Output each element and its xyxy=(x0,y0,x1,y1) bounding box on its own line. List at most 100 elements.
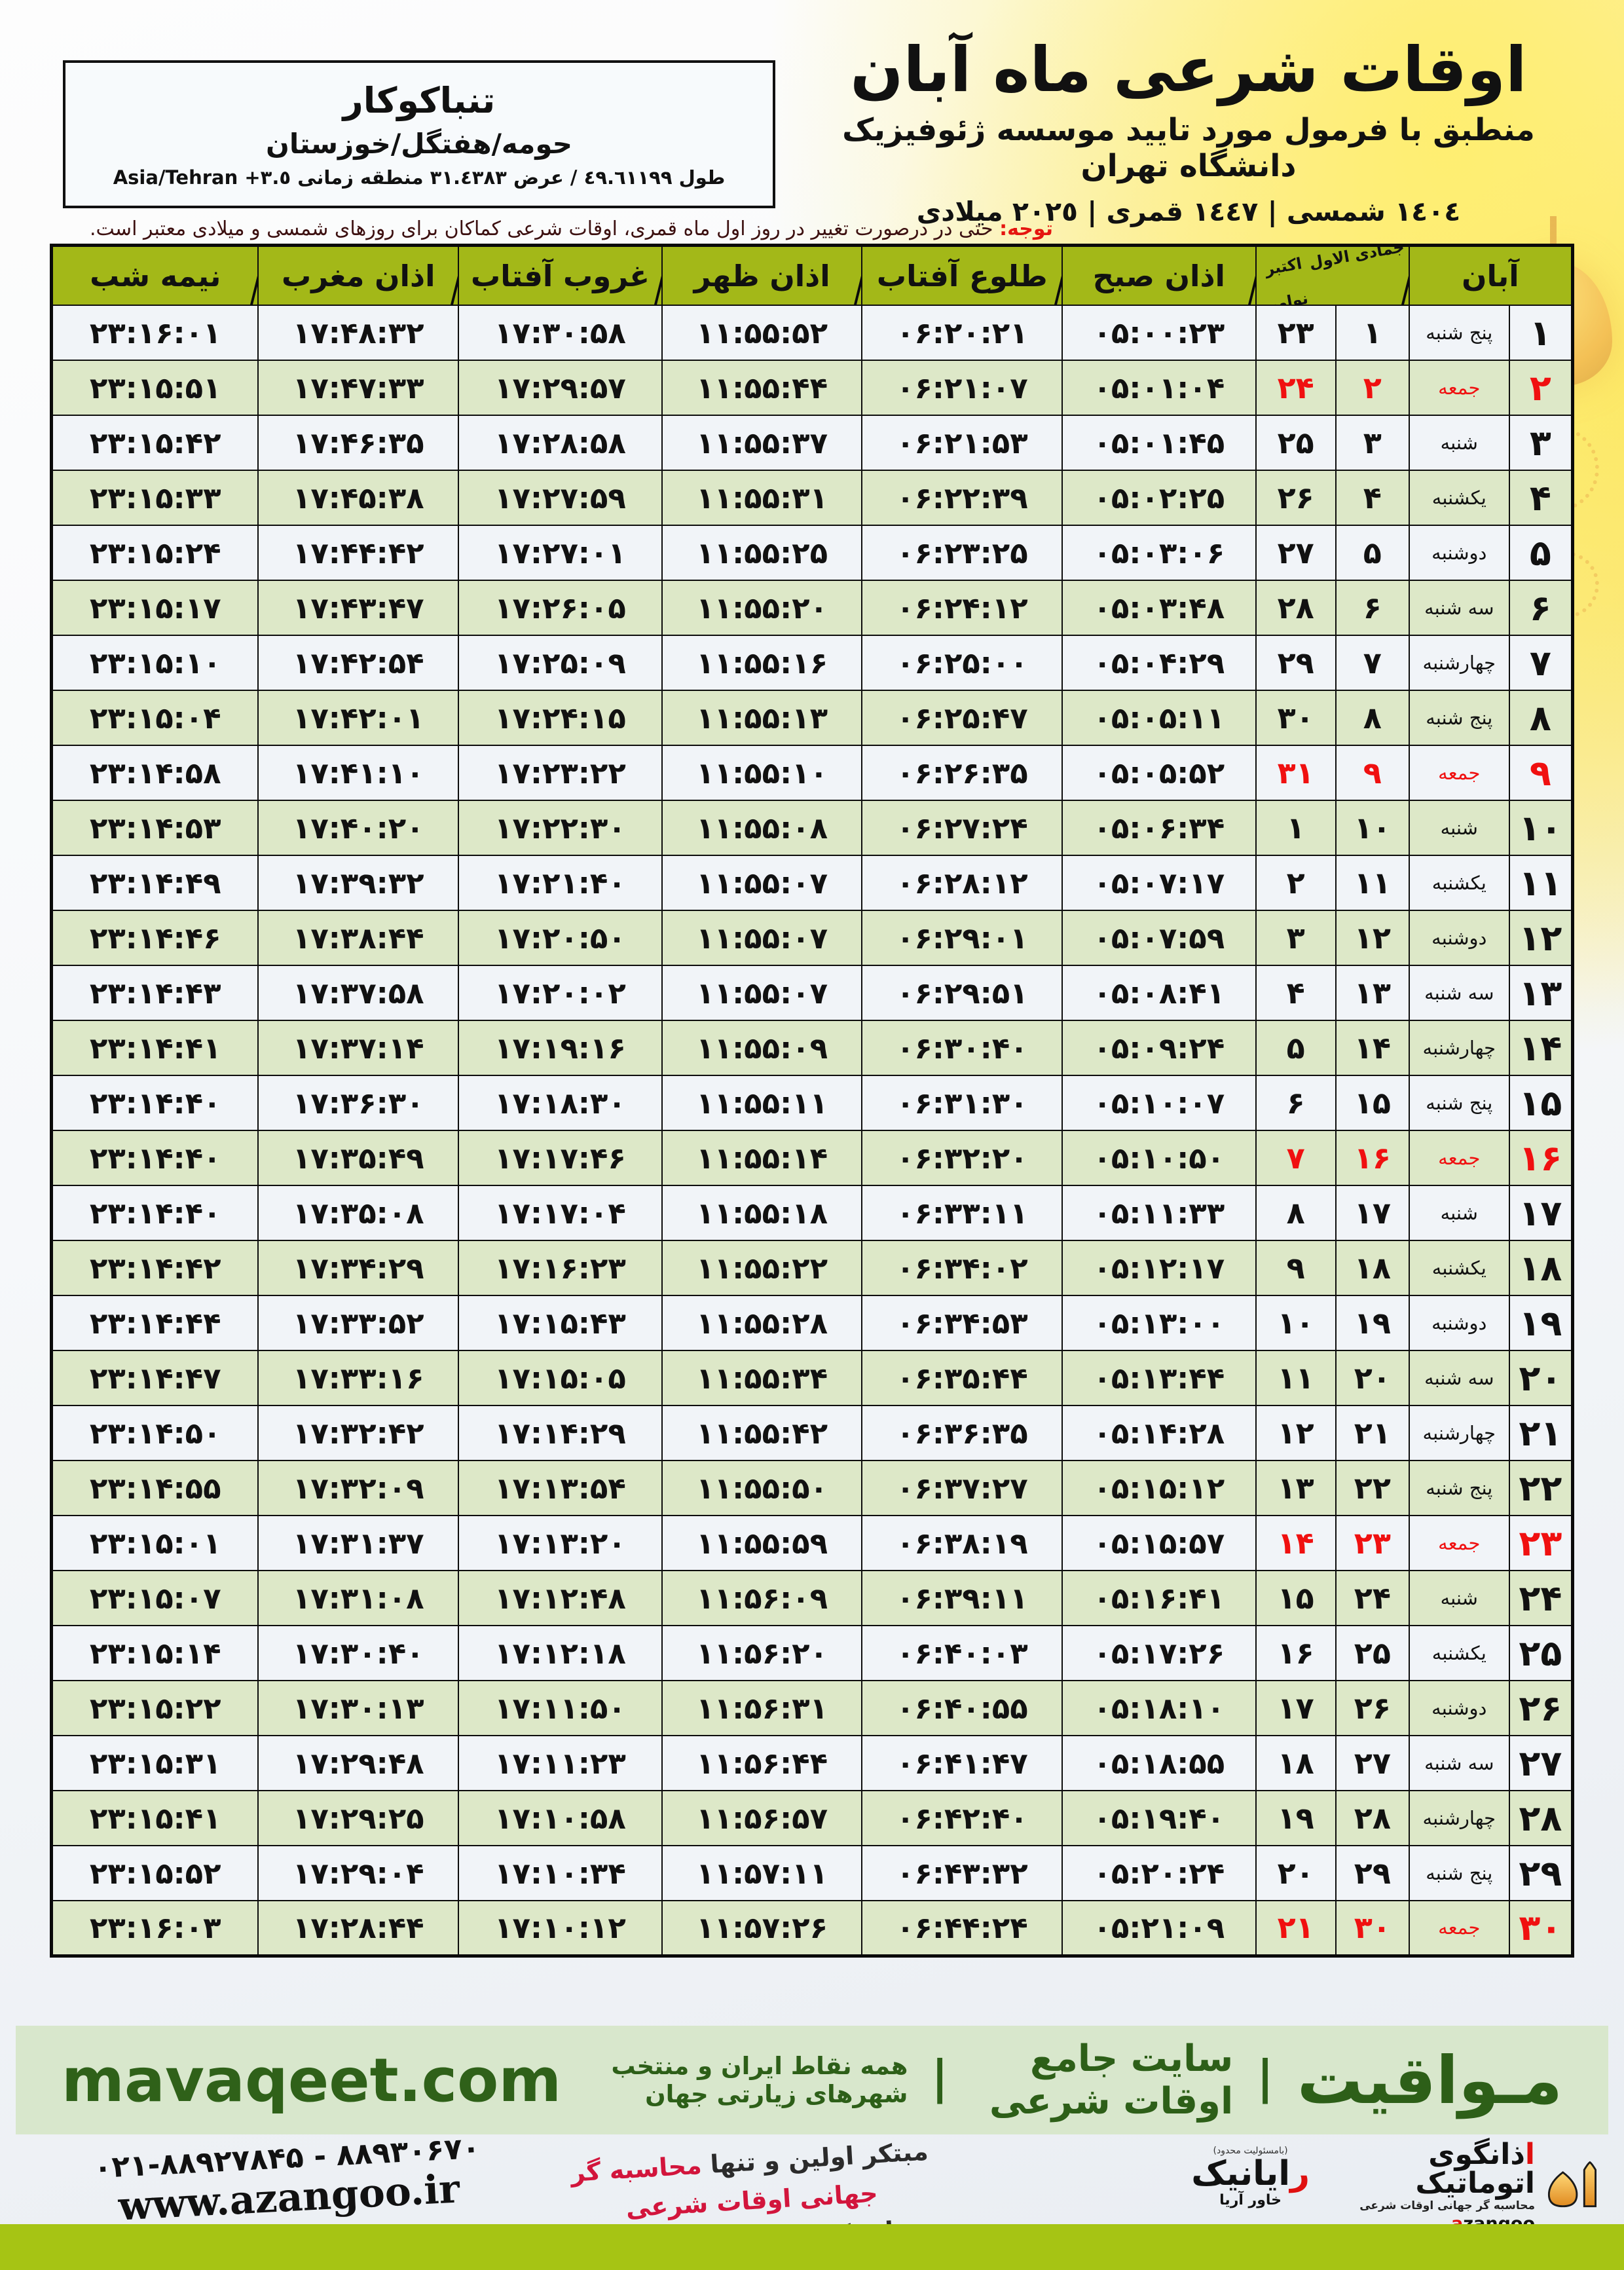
rayanik-name: رایانیک xyxy=(1191,2156,1310,2192)
weekday-cell: جمعه xyxy=(1408,1900,1510,1956)
azangoo-logo: اذانگوی اتوماتیک محاسبه گر جهانی اوقات ش… xyxy=(1329,2140,1604,2234)
sunrise-time-cell: ۰۶:۳۱:۳۰ xyxy=(861,1075,1063,1131)
gregorian-day-cell: ۲۹ xyxy=(1255,635,1337,691)
midnight-time-cell: ۲۳:۱۶:۰۱ xyxy=(50,305,259,361)
jumada-day-cell: ۱۸ xyxy=(1335,1240,1410,1296)
mavaqeet-site-label: سایت جامع اوقات شرعی xyxy=(989,2037,1234,2123)
aban-day-cell: ۲۵ xyxy=(1508,1625,1574,1681)
weekday-cell: جمعه xyxy=(1408,745,1510,801)
sunset-time-cell: ۱۷:۱۰:۵۸ xyxy=(458,1790,663,1846)
azangoo-name-fa: اذانگوی اتوماتیک xyxy=(1329,2138,1536,2198)
header-sunrise: طلوع آفتاب xyxy=(861,244,1063,306)
gregorian-day-cell: ۱۳ xyxy=(1255,1460,1337,1516)
table-row: ۱۷ شنبه ۱۷ ۸ ۰۵:۱۱:۳۳ ۰۶:۳۳:۱۱ ۱۱:۵۵:۱۸ … xyxy=(50,1185,1574,1241)
gregorian-day-cell: ۷ xyxy=(1255,1130,1337,1186)
gregorian-day-cell: ۲۷ xyxy=(1255,525,1337,581)
dhuhr-time-cell: ۱۱:۵۵:۱۰ xyxy=(661,745,863,801)
gregorian-day-cell: ۴ xyxy=(1255,965,1337,1021)
weekday-cell: پنج شنبه xyxy=(1408,690,1510,746)
sunset-time-cell: ۱۷:۱۰:۳۴ xyxy=(458,1845,663,1901)
coords-text: طول ٤٩.٦١١٩٩ / عرض ٣١.٤٣٨٣ منطقه زمانی xyxy=(297,166,726,189)
sunrise-time-cell: ۰۶:۲۵:۰۰ xyxy=(861,635,1063,691)
rayanik-note: (بامسئولیت محدود) xyxy=(1213,2146,1288,2156)
jumada-day-cell: ۱۲ xyxy=(1335,910,1410,966)
midnight-time-cell: ۲۳:۱۴:۴۰ xyxy=(50,1185,259,1241)
maghrib-time-cell: ۱۷:۴۳:۴۷ xyxy=(257,580,460,636)
midnight-time-cell: ۲۳:۱۵:۴۱ xyxy=(50,1790,259,1846)
prayer-times-table: آبان جمادی الاول اکتبر نوامبر اذان صبح ط… xyxy=(50,244,1574,1958)
fajr-time-cell: ۰۵:۰۱:۰۴ xyxy=(1061,360,1257,416)
mavaqeet-strip: مـواقیت | سایت جامع اوقات شرعی | همه نقا… xyxy=(16,2026,1608,2134)
weekday-cell: سه شنبه xyxy=(1408,580,1510,636)
rayanik-logo: (بامسئولیت محدود) رایانیک خاور آریا xyxy=(1191,2146,1310,2208)
sunrise-time-cell: ۰۶:۳۹:۱۱ xyxy=(861,1570,1063,1626)
strip-separator-1: | xyxy=(1257,2051,1274,2104)
weekday-cell: سه شنبه xyxy=(1408,1350,1510,1406)
weekday-cell: سه شنبه xyxy=(1408,965,1510,1021)
sunset-time-cell: ۱۷:۱۰:۱۲ xyxy=(458,1900,663,1956)
maghrib-time-cell: ۱۷:۴۵:۳۸ xyxy=(257,470,460,526)
jumada-day-cell: ۲۹ xyxy=(1335,1845,1410,1901)
maghrib-time-cell: ۱۷:۳۶:۳۰ xyxy=(257,1075,460,1131)
maghrib-time-cell: ۱۷:۳۱:۰۸ xyxy=(257,1570,460,1626)
azangoo-fa-initial: ا xyxy=(1524,2138,1535,2171)
fajr-time-cell: ۰۵:۰۵:۵۲ xyxy=(1061,745,1257,801)
dhuhr-time-cell: ۱۱:۵۵:۱۱ xyxy=(661,1075,863,1131)
jumada-day-cell: ۱۷ xyxy=(1335,1185,1410,1241)
maghrib-time-cell: ۱۷:۲۹:۰۴ xyxy=(257,1845,460,1901)
fajr-time-cell: ۰۵:۰۳:۰۶ xyxy=(1061,525,1257,581)
midnight-time-cell: ۲۳:۱۴:۵۰ xyxy=(50,1405,259,1461)
azangoo-tagline: محاسبه گر جهانی اوقات شرعی xyxy=(1359,2199,1535,2212)
jumada-day-cell: ۱۹ xyxy=(1335,1295,1410,1351)
table-row: ۷ چهارشنبه ۷ ۲۹ ۰۵:۰۴:۲۹ ۰۶:۲۵:۰۰ ۱۱:۵۵:… xyxy=(50,635,1574,691)
dhuhr-time-cell: ۱۱:۵۶:۵۷ xyxy=(661,1790,863,1846)
fajr-time-cell: ۰۵:۰۶:۳۴ xyxy=(1061,800,1257,856)
fajr-time-cell: ۰۵:۲۰:۲۴ xyxy=(1061,1845,1257,1901)
aban-day-cell: ۱۹ xyxy=(1508,1295,1574,1351)
gregorian-day-cell: ۳۱ xyxy=(1255,745,1337,801)
jumada-day-cell: ۲۳ xyxy=(1335,1515,1410,1571)
maghrib-time-cell: ۱۷:۳۰:۱۳ xyxy=(257,1680,460,1736)
header-aban: آبان xyxy=(1408,244,1574,306)
gregorian-day-cell: ۱ xyxy=(1255,800,1337,856)
sunset-time-cell: ۱۷:۲۰:۰۲ xyxy=(458,965,663,1021)
sunset-time-cell: ۱۷:۲۲:۳۰ xyxy=(458,800,663,856)
table-row: ۱۶ جمعه ۱۶ ۷ ۰۵:۱۰:۵۰ ۰۶:۳۲:۲۰ ۱۱:۵۵:۱۴ … xyxy=(50,1130,1574,1186)
dhuhr-time-cell: ۱۱:۵۵:۴۲ xyxy=(661,1405,863,1461)
fajr-time-cell: ۰۵:۰۲:۲۵ xyxy=(1061,470,1257,526)
weekday-cell: یکشنبه xyxy=(1408,1625,1510,1681)
sunset-time-cell: ۱۷:۱۵:۰۵ xyxy=(458,1350,663,1406)
maghrib-time-cell: ۱۷:۴۶:۳۵ xyxy=(257,415,460,471)
fajr-time-cell: ۰۵:۱۲:۱۷ xyxy=(1061,1240,1257,1296)
dhuhr-time-cell: ۱۱:۵۶:۲۰ xyxy=(661,1625,863,1681)
notice-text: حتی در درصورت تغییر در روز اول ماه قمری،… xyxy=(89,217,1000,240)
weekday-cell: دوشنبه xyxy=(1408,1295,1510,1351)
aban-day-cell: ۱۸ xyxy=(1508,1240,1574,1296)
fajr-time-cell: ۰۵:۱۰:۵۰ xyxy=(1061,1130,1257,1186)
dhuhr-time-cell: ۱۱:۵۷:۱۱ xyxy=(661,1845,863,1901)
weekday-cell: شنبه xyxy=(1408,800,1510,856)
table-row: ۲۰ سه شنبه ۲۰ ۱۱ ۰۵:۱۳:۴۴ ۰۶:۳۵:۴۴ ۱۱:۵۵… xyxy=(50,1350,1574,1406)
sunset-time-cell: ۱۷:۲۰:۵۰ xyxy=(458,910,663,966)
fajr-time-cell: ۰۵:۰۷:۱۷ xyxy=(1061,855,1257,911)
aban-day-cell: ۱۵ xyxy=(1508,1075,1574,1131)
midnight-time-cell: ۲۳:۱۵:۰۴ xyxy=(50,690,259,746)
maghrib-time-cell: ۱۷:۳۹:۳۲ xyxy=(257,855,460,911)
sunset-time-cell: ۱۷:۱۱:۲۳ xyxy=(458,1735,663,1791)
table-row: ۶ سه شنبه ۶ ۲۸ ۰۵:۰۳:۴۸ ۰۶:۲۴:۱۲ ۱۱:۵۵:۲… xyxy=(50,580,1574,636)
sunrise-time-cell: ۰۶:۳۰:۴۰ xyxy=(861,1020,1063,1076)
maghrib-time-cell: ۱۷:۴۲:۰۱ xyxy=(257,690,460,746)
fajr-time-cell: ۰۵:۲۱:۰۹ xyxy=(1061,1900,1257,1956)
maghrib-time-cell: ۱۷:۴۰:۲۰ xyxy=(257,800,460,856)
mosque-icon xyxy=(1541,2155,1604,2220)
midnight-time-cell: ۲۳:۱۴:۴۰ xyxy=(50,1130,259,1186)
weekday-cell: یکشنبه xyxy=(1408,1240,1510,1296)
sunrise-time-cell: ۰۶:۴۱:۴۷ xyxy=(861,1735,1063,1791)
dhuhr-time-cell: ۱۱:۵۵:۳۴ xyxy=(661,1350,863,1406)
jumada-day-cell: ۲ xyxy=(1335,360,1410,416)
mavaqeet-domain: mavaqeet.com xyxy=(62,2045,562,2115)
weekday-cell: چهارشنبه xyxy=(1408,1020,1510,1076)
sunrise-time-cell: ۰۶:۳۸:۱۹ xyxy=(861,1515,1063,1571)
gregorian-day-cell: ۳ xyxy=(1255,910,1337,966)
times-table-body: ۱ پنج شنبه ۱ ۲۳ ۰۵:۰۰:۲۳ ۰۶:۲۰:۲۱ ۱۱:۵۵:… xyxy=(50,305,1574,1956)
